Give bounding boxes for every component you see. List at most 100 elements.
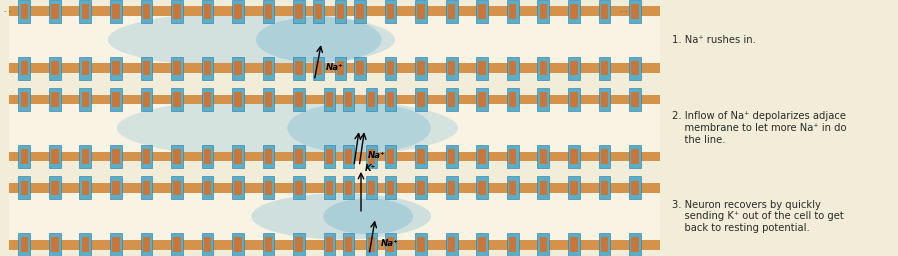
Bar [366,176,377,199]
Ellipse shape [117,97,458,159]
Bar [314,4,321,19]
Bar [324,145,336,168]
Bar [51,180,58,195]
Bar [387,4,394,19]
Bar [313,0,324,23]
Bar [9,16,660,63]
Bar [338,61,345,76]
Bar [629,176,641,199]
Bar [173,237,180,252]
Bar [631,180,638,195]
Bar [509,180,516,195]
Bar [368,237,375,252]
Bar [448,4,455,19]
Bar [446,88,458,111]
Bar [446,176,458,199]
Bar [418,61,425,76]
Bar [418,180,425,195]
Bar [201,0,214,23]
Bar [9,104,660,152]
Bar [538,57,550,80]
Bar [507,88,519,111]
Bar [629,145,641,168]
Bar [570,180,577,195]
Bar [262,57,275,80]
Bar [387,92,394,107]
Bar [568,0,580,23]
Bar [538,88,550,111]
Bar [21,4,28,19]
Bar [9,63,660,73]
Bar [21,180,28,195]
Bar [295,180,303,195]
Ellipse shape [323,198,413,234]
Bar [9,240,660,250]
Bar [540,4,547,19]
Bar [446,145,458,168]
Bar [171,57,183,80]
Bar [387,237,394,252]
Bar [18,176,30,199]
Bar [345,237,352,252]
Bar [507,176,519,199]
Bar [82,180,89,195]
Bar [416,145,427,168]
Bar [385,233,397,256]
Bar [171,233,183,256]
Bar [140,145,153,168]
Bar [448,92,455,107]
Bar [568,88,580,111]
Bar [336,57,347,80]
Bar [79,0,91,23]
Bar [477,176,489,199]
Bar [448,149,455,164]
Bar [112,61,119,76]
Bar [343,145,355,168]
Bar [171,88,183,111]
Bar [631,237,638,252]
Bar [49,88,61,111]
Bar [295,61,303,76]
Bar [204,149,211,164]
Bar [324,88,336,111]
Text: - -: - - [620,8,627,14]
Bar [418,149,425,164]
Bar [232,57,244,80]
Bar [265,180,272,195]
Bar [538,233,550,256]
Bar [416,0,427,23]
Bar [507,0,519,23]
Bar [204,92,211,107]
Bar [629,233,641,256]
Bar [262,233,275,256]
Bar [265,149,272,164]
Bar [540,149,547,164]
Bar [112,92,119,107]
Bar [173,4,180,19]
Bar [262,0,275,23]
Bar [9,152,660,161]
Bar [9,95,660,104]
Bar [631,149,638,164]
Text: 2. Inflow of Na⁺ depolarizes adjace
    membrane to let more Na⁺ in do
    the l: 2. Inflow of Na⁺ depolarizes adjace memb… [672,111,846,145]
Bar [509,61,516,76]
Bar [538,0,550,23]
Bar [338,4,345,19]
Bar [262,88,275,111]
Bar [232,0,244,23]
Bar [201,145,214,168]
Bar [9,183,660,193]
Bar [294,0,305,23]
Bar [79,88,91,111]
Bar [232,145,244,168]
Bar [234,61,242,76]
Bar [568,145,580,168]
Bar [143,149,150,164]
Bar [140,57,153,80]
Bar [201,176,214,199]
Bar [18,145,30,168]
Bar [82,92,89,107]
Bar [18,0,30,23]
Bar [173,149,180,164]
Bar [143,237,150,252]
